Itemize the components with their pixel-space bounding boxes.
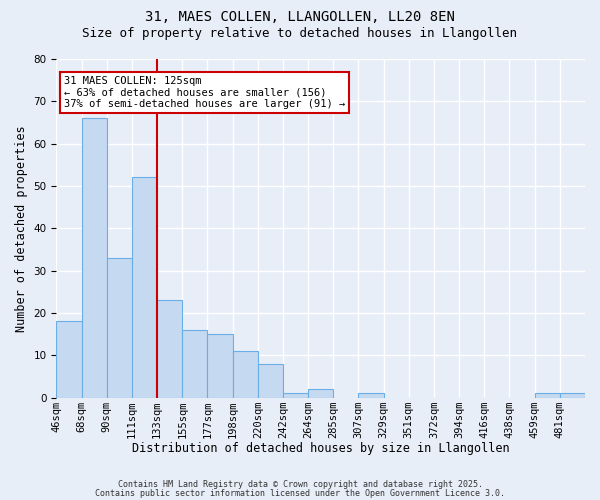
Text: Contains public sector information licensed under the Open Government Licence 3.: Contains public sector information licen…: [95, 488, 505, 498]
Text: 31 MAES COLLEN: 125sqm
← 63% of detached houses are smaller (156)
37% of semi-de: 31 MAES COLLEN: 125sqm ← 63% of detached…: [64, 76, 345, 109]
Bar: [308, 389, 333, 398]
Bar: [560, 394, 585, 398]
Bar: [182, 330, 208, 398]
Bar: [157, 300, 182, 398]
Text: Contains HM Land Registry data © Crown copyright and database right 2025.: Contains HM Land Registry data © Crown c…: [118, 480, 482, 489]
Bar: [56, 322, 82, 398]
Bar: [233, 351, 258, 398]
Bar: [107, 258, 132, 398]
X-axis label: Distribution of detached houses by size in Llangollen: Distribution of detached houses by size …: [132, 442, 509, 455]
Text: Size of property relative to detached houses in Llangollen: Size of property relative to detached ho…: [83, 28, 517, 40]
Bar: [258, 364, 283, 398]
Y-axis label: Number of detached properties: Number of detached properties: [15, 125, 28, 332]
Bar: [283, 394, 308, 398]
Text: 31, MAES COLLEN, LLANGOLLEN, LL20 8EN: 31, MAES COLLEN, LLANGOLLEN, LL20 8EN: [145, 10, 455, 24]
Bar: [358, 394, 383, 398]
Bar: [82, 118, 107, 398]
Bar: [535, 394, 560, 398]
Bar: [132, 178, 157, 398]
Bar: [208, 334, 233, 398]
